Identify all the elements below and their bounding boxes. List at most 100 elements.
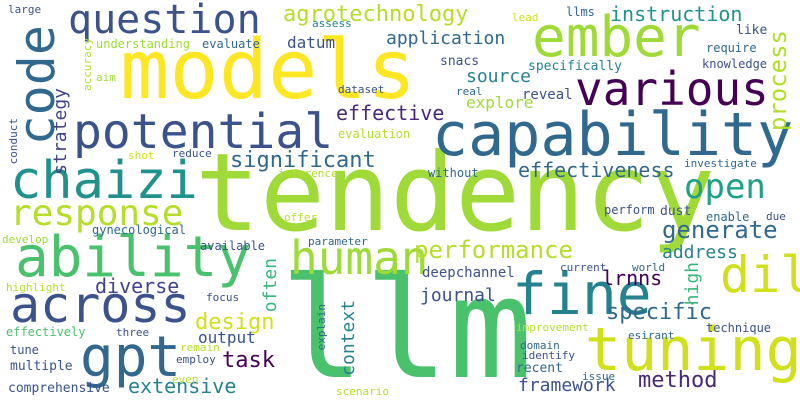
word-chaizi: chaizi (10, 151, 198, 211)
word-large: large (8, 3, 42, 16)
word-multiple: multiple (10, 359, 73, 374)
word-datum: datum (287, 33, 336, 52)
word-aim: aim (96, 71, 116, 84)
word-source: source (466, 66, 532, 87)
word-tune: tune (10, 343, 39, 357)
word-design: design (195, 310, 275, 335)
word-across: across (10, 276, 191, 334)
word-reduce: reduce (172, 147, 212, 160)
word-extensive: extensive (128, 374, 237, 398)
word-understanding: understanding (96, 37, 190, 51)
word-diverse: diverse (95, 274, 180, 298)
word-focus: focus (206, 291, 240, 304)
word-three: three (116, 326, 150, 339)
word-remain: remain (180, 341, 220, 354)
word-fine: fine (512, 260, 652, 328)
word-explore: explore (466, 93, 534, 112)
word-dust: dust (660, 204, 692, 219)
word-agrotechnology: agrotechnology (283, 2, 469, 27)
word-current: current (560, 261, 607, 274)
word-develop: develop (2, 233, 49, 246)
word-models: models (120, 23, 417, 118)
word-dataset: dataset (338, 83, 385, 96)
word-real: real (456, 85, 483, 98)
word-evaluation: evaluation (338, 127, 411, 141)
word-effectively: effectively (6, 325, 86, 339)
word-investigate: investigate (684, 157, 757, 170)
word-response: response (10, 193, 184, 234)
word-available: available (200, 239, 266, 253)
word-performance: performance (414, 236, 573, 264)
word-instruction: instruction (610, 2, 743, 26)
word-recent: recent (516, 361, 563, 376)
word-employ: employ (176, 353, 216, 366)
word-gynecological: gynecological (92, 223, 186, 237)
word-evaluate: evaluate (202, 37, 260, 51)
word-domain: domain (520, 339, 560, 352)
word-lead: lead (512, 11, 539, 24)
word-comprehensive: comprehensive (8, 381, 110, 396)
word-various: various (575, 62, 769, 116)
word-conduct: conduct (7, 118, 20, 165)
word-explain: explain (315, 304, 328, 351)
word-framework: framework (518, 375, 616, 396)
word-ability: ability (15, 225, 252, 290)
word-task: task (222, 348, 275, 373)
word-technique: technique (706, 321, 772, 335)
word-output: output (198, 328, 256, 347)
word-esirant: esirant (628, 329, 675, 342)
word-snacs: snacs (440, 54, 480, 69)
word-enable: enable (706, 210, 750, 224)
word-without: without (428, 166, 479, 180)
word-generate: generate (662, 216, 778, 244)
word-effective: effective (336, 101, 445, 125)
word-world: world (632, 261, 666, 274)
word-deepchannel: deepchannel (422, 265, 515, 281)
word-parameter: parameter (308, 235, 368, 248)
word-question: question (68, 0, 261, 43)
word-specific: specific (606, 300, 712, 325)
word-reveal: reveal (522, 87, 573, 103)
word-inference: inference (278, 167, 338, 180)
word-effectiveness: effectiveness (518, 158, 675, 182)
word-scenario: scenario (336, 385, 389, 398)
word-process: process (764, 30, 792, 132)
word-gpt: gpt (80, 325, 182, 390)
word-lrnns: lrnns (602, 266, 663, 290)
word-due: due (766, 210, 786, 223)
word-human: human (290, 231, 429, 285)
word-capability: capability (432, 100, 794, 170)
word-tuning: tuning (585, 315, 800, 385)
word-tendency: tendency (195, 131, 716, 256)
word-issue: issue (582, 370, 616, 383)
word-context: context (338, 300, 359, 376)
word-perform: perform (604, 203, 655, 217)
word-address: address (662, 242, 738, 263)
word-like: like (736, 23, 768, 38)
word-llm: llm (280, 248, 533, 400)
word-assess: assess (312, 17, 352, 30)
word-high: high (682, 262, 703, 306)
word-journal: journal (420, 285, 496, 306)
word-potential: potential (73, 104, 334, 160)
word-application: application (386, 28, 506, 49)
word-highlight: highlight (6, 281, 66, 294)
word-improvement: improvement (516, 321, 589, 334)
word-llms: llms (566, 5, 595, 19)
word-significant: significant (230, 148, 376, 173)
word-specifically: specifically (528, 59, 622, 74)
word-accuracy: accuracy (81, 38, 94, 91)
word-often: often (260, 258, 281, 313)
word-identify: identify (522, 349, 575, 362)
word-offer: offer (284, 211, 318, 224)
word-strategy: strategy (50, 88, 71, 175)
word-ember: ember (532, 5, 701, 70)
word-shot: shot (128, 149, 155, 162)
word-even: even (172, 373, 199, 386)
word-knowledge: knowledge (702, 57, 768, 71)
word-open: open (684, 167, 766, 207)
word-method: method (638, 368, 718, 393)
word-dil: dil (720, 246, 800, 304)
word-require: require (706, 41, 757, 55)
